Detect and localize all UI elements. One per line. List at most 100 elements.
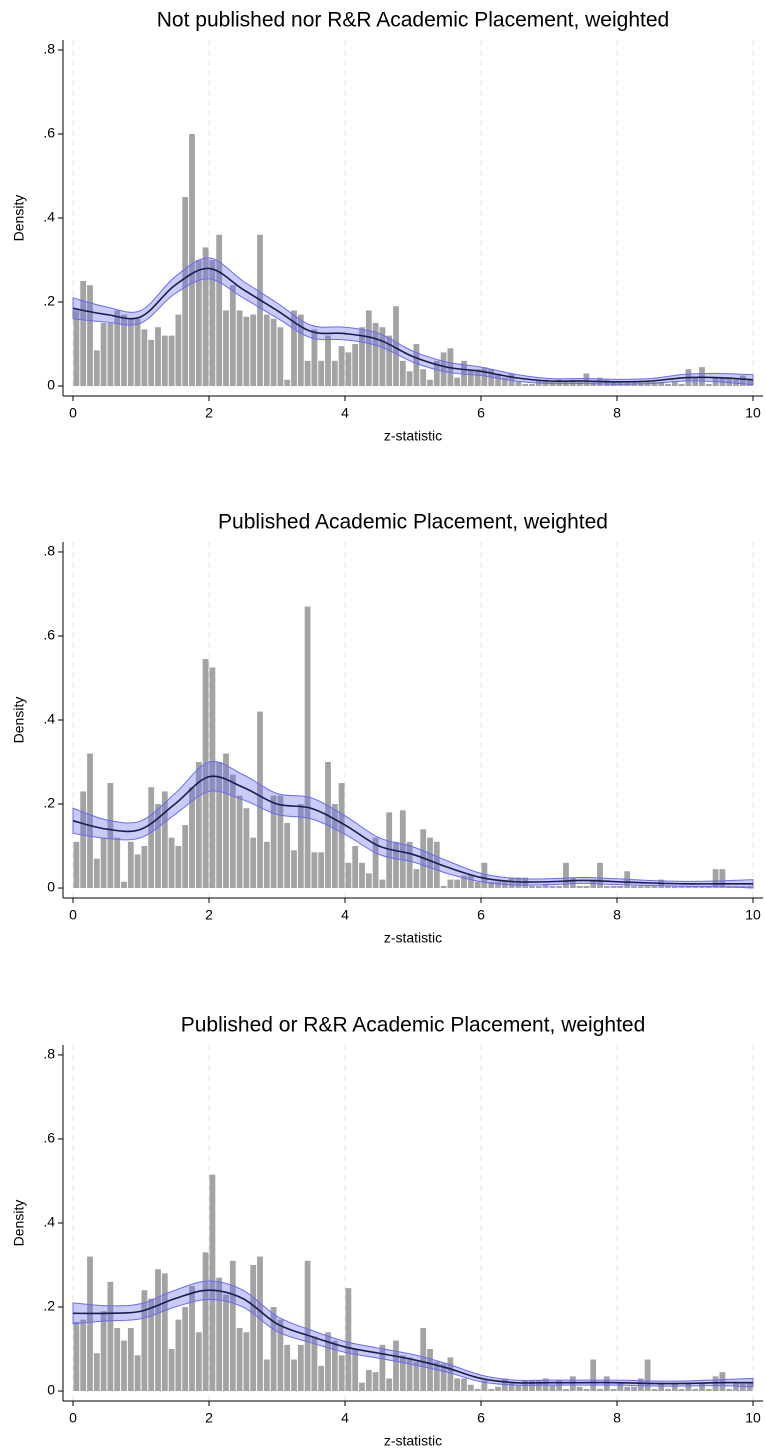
bar xyxy=(277,795,284,889)
bar xyxy=(277,327,284,387)
bar xyxy=(726,1388,733,1392)
bar xyxy=(236,310,243,387)
bar xyxy=(134,1355,141,1392)
bar xyxy=(665,383,671,387)
bar xyxy=(250,837,257,889)
y-tick-label: .4 xyxy=(43,209,55,225)
bar xyxy=(365,1370,372,1392)
bar xyxy=(325,335,331,387)
bar xyxy=(297,314,304,387)
bar xyxy=(121,314,127,387)
x-tick-label: 2 xyxy=(205,1410,213,1426)
bar xyxy=(665,885,671,889)
bar xyxy=(331,804,338,889)
bar xyxy=(359,862,365,889)
bar xyxy=(73,1321,80,1392)
bar xyxy=(508,1382,515,1392)
x-tick-label: 4 xyxy=(341,907,349,923)
bar xyxy=(114,1328,121,1392)
x-axis-label: z-statistic xyxy=(384,1433,442,1449)
bar xyxy=(127,841,134,889)
bar xyxy=(671,381,678,387)
y-tick-label: .6 xyxy=(43,627,55,643)
y-tick-label: .2 xyxy=(43,293,55,309)
bar xyxy=(87,753,93,889)
chart-panel: Published or R&R Academic Placement, wei… xyxy=(11,1014,763,1449)
bar xyxy=(542,883,549,889)
bar xyxy=(597,862,603,889)
bar xyxy=(399,360,406,387)
bar xyxy=(413,869,420,889)
bar xyxy=(583,1388,590,1392)
bar xyxy=(624,1386,631,1392)
bar xyxy=(155,1269,161,1392)
bar xyxy=(182,196,189,387)
bar xyxy=(318,852,325,889)
bar xyxy=(250,314,257,387)
bar xyxy=(631,885,637,889)
bar xyxy=(270,795,277,889)
x-tick-label: 8 xyxy=(613,907,621,923)
bar xyxy=(127,1328,134,1392)
bar xyxy=(209,1174,216,1392)
bar xyxy=(535,1380,542,1392)
bar xyxy=(114,310,121,387)
x-axis-label: z-statistic xyxy=(384,428,442,444)
bar xyxy=(427,379,433,387)
bar xyxy=(311,329,318,387)
chart-title: Not published nor R&R Academic Placement… xyxy=(157,9,669,32)
bar xyxy=(223,310,229,387)
bar xyxy=(284,379,291,387)
bar xyxy=(474,369,481,387)
bar xyxy=(100,323,107,387)
bar xyxy=(80,1319,87,1392)
x-tick-label: 6 xyxy=(477,405,485,421)
density-line xyxy=(72,1289,754,1385)
bar xyxy=(331,1340,338,1392)
bar xyxy=(216,1277,223,1392)
bar xyxy=(603,885,610,889)
bar xyxy=(175,1319,182,1392)
bar xyxy=(325,1332,331,1392)
bar xyxy=(678,383,685,387)
bar xyxy=(739,375,746,387)
bar xyxy=(413,344,420,387)
bar xyxy=(189,787,195,889)
bar xyxy=(257,1256,263,1392)
bar xyxy=(73,841,80,889)
bar xyxy=(563,1388,569,1392)
bar xyxy=(481,367,488,387)
bar xyxy=(454,879,461,889)
bar xyxy=(229,1260,236,1392)
bar xyxy=(488,369,495,387)
bar xyxy=(637,885,644,889)
bar xyxy=(148,787,155,889)
bar xyxy=(168,335,175,387)
bar xyxy=(461,1378,467,1392)
x-tick-label: 0 xyxy=(69,405,77,421)
y-tick-label: .2 xyxy=(43,1298,55,1314)
bar xyxy=(549,885,556,889)
bar xyxy=(107,783,114,889)
bar xyxy=(311,852,318,889)
y-axis-label: Density xyxy=(11,1200,27,1247)
bar xyxy=(678,1388,685,1392)
bar xyxy=(202,1252,209,1392)
confidence-band xyxy=(72,257,754,386)
bar xyxy=(73,310,80,387)
bar xyxy=(304,606,311,889)
y-axis-label: Density xyxy=(11,195,27,242)
bar xyxy=(495,373,501,387)
bar xyxy=(209,260,216,387)
bar xyxy=(658,1382,665,1392)
bar xyxy=(243,316,250,387)
bar xyxy=(508,877,515,889)
bar xyxy=(467,369,474,387)
bar xyxy=(270,1307,277,1392)
bar xyxy=(236,1328,243,1392)
bar xyxy=(671,1382,678,1392)
bar xyxy=(202,659,209,889)
bar xyxy=(699,1382,705,1392)
bar xyxy=(454,377,461,387)
